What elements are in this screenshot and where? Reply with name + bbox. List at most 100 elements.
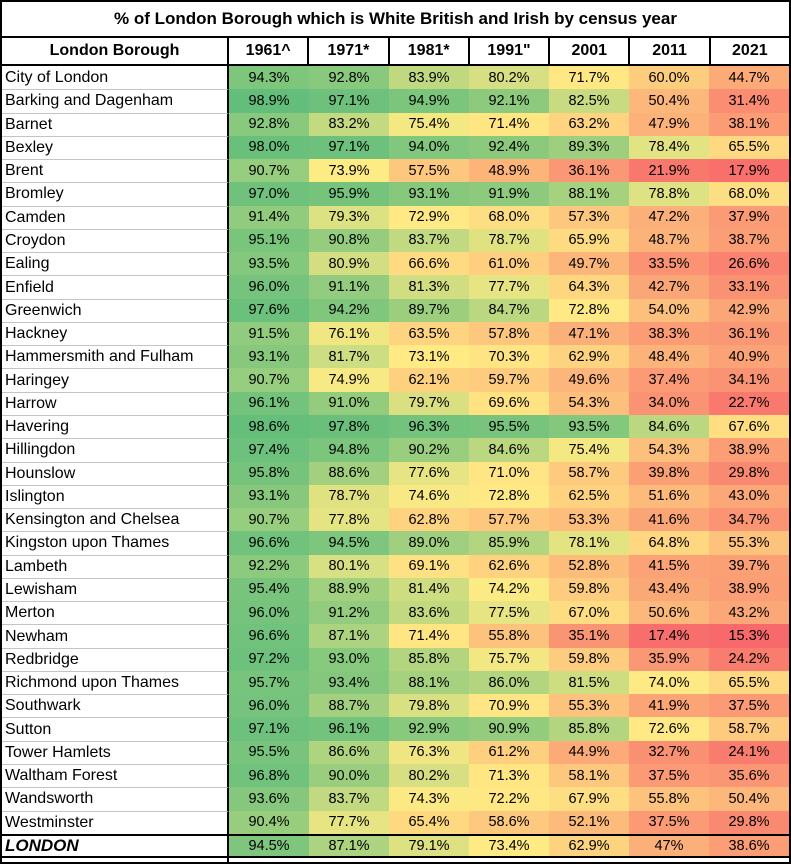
heatmap-cell: 69.6% bbox=[469, 391, 549, 415]
summary-name: LONDON bbox=[2, 836, 229, 856]
heatmap-cell: 44.9% bbox=[549, 740, 629, 764]
heatmap-cell: 63.5% bbox=[389, 321, 469, 346]
heatmap-cell: 78.7% bbox=[309, 484, 389, 509]
column-header-borough: London Borough bbox=[2, 38, 229, 64]
heatmap-cell: 87.1% bbox=[309, 836, 389, 856]
heatmap-cell: 94.5% bbox=[229, 836, 309, 856]
borough-name: Hackney bbox=[2, 321, 229, 346]
table-title: % of London Borough which is White Briti… bbox=[2, 2, 789, 38]
heatmap-cell: 98.0% bbox=[229, 135, 309, 160]
heatmap-cell: 89.3% bbox=[549, 135, 629, 160]
heatmap-cell: 93.5% bbox=[229, 252, 309, 276]
heatmap-cell: 91.5% bbox=[229, 321, 309, 346]
column-header-1971: 1971* bbox=[307, 38, 387, 64]
borough-name: Merton bbox=[2, 601, 229, 625]
heatmap-cell: 44.7% bbox=[709, 66, 789, 90]
heatmap-cell: 53.3% bbox=[549, 508, 629, 532]
heatmap-cell: 67.9% bbox=[549, 787, 629, 811]
summary-row-content: LONDON 94.5% 87.1% 79.1% 73.4% 62.9% 47% 38.6% bbox=[2, 836, 789, 856]
table-row: Haringey 90.7% 74.9% 62.1% 59.7% 49.6% 37.4% 34… bbox=[2, 368, 789, 392]
heatmap-cell: 58.1% bbox=[549, 763, 629, 788]
heatmap-cell: 75.7% bbox=[469, 647, 549, 671]
heatmap-cell: 84.6% bbox=[469, 438, 549, 462]
heatmap-cell: 62.9% bbox=[549, 836, 629, 856]
heatmap-cell: 52.1% bbox=[549, 810, 629, 834]
heatmap-cell: 66.6% bbox=[389, 252, 469, 276]
heatmap-cell: 95.4% bbox=[229, 577, 309, 602]
table-row: Redbridge 97.2% 93.0% 85.8% 75.7% 59.8% 35.9% 2… bbox=[2, 647, 789, 671]
heatmap-cell: 81.7% bbox=[309, 345, 389, 369]
heatmap-cell: 96.6% bbox=[229, 531, 309, 555]
heatmap-cell: 43.2% bbox=[709, 601, 789, 625]
heatmap-cell: 55.8% bbox=[629, 787, 709, 811]
heatmap-cell: 64.3% bbox=[549, 275, 629, 299]
heatmap-cell: 88.6% bbox=[309, 461, 389, 485]
heatmap-cell: 50.4% bbox=[629, 89, 709, 113]
heatmap-cell: 29.8% bbox=[709, 461, 789, 485]
heatmap-cell: 90.8% bbox=[309, 228, 389, 253]
heatmap-cell: 59.8% bbox=[549, 577, 629, 602]
heatmap-cell: 62.9% bbox=[549, 345, 629, 369]
heatmap-cell: 90.0% bbox=[309, 763, 389, 788]
heatmap-cell: 96.3% bbox=[389, 414, 469, 439]
heatmap-cell: 57.5% bbox=[389, 159, 469, 183]
heatmap-cell: 73.4% bbox=[469, 836, 549, 856]
heatmap-cell: 71.7% bbox=[549, 66, 629, 90]
heatmap-cell: 97.1% bbox=[309, 89, 389, 113]
table-row: Kensington and Chelsea 90.7% 77.8% 62.8% 57.… bbox=[2, 508, 789, 532]
heatmap-cell: 69.1% bbox=[389, 554, 469, 578]
heatmap-cell: 92.4% bbox=[469, 135, 549, 160]
heatmap-cell: 71.0% bbox=[469, 461, 549, 485]
heatmap-cell: 98.6% bbox=[229, 414, 309, 439]
table-row: Bromley 97.0% 95.9% 93.1% 91.9% 88.1% 78.8% 68.… bbox=[2, 182, 789, 206]
heatmap-cell: 96.0% bbox=[229, 275, 309, 299]
heatmap-cell: 74.2% bbox=[469, 577, 549, 602]
heatmap-cell: 29.8% bbox=[709, 810, 789, 834]
heatmap-cell: 84.7% bbox=[469, 298, 549, 322]
heatmap-cell: 96.8% bbox=[229, 763, 309, 788]
borough-name: Wandsworth bbox=[2, 787, 229, 811]
heatmap-cell: 37.9% bbox=[709, 205, 789, 229]
table-row: Barnet 92.8% 83.2% 75.4% 71.4% 63.2% 47.9% 38.1… bbox=[2, 112, 789, 136]
heatmap-cell: 24.1% bbox=[709, 740, 789, 764]
heatmap-cell: 97.1% bbox=[229, 717, 309, 741]
heatmap-cell: 54.3% bbox=[549, 391, 629, 415]
heatmap-cell: 95.7% bbox=[229, 670, 309, 695]
heatmap-cell: 94.2% bbox=[309, 298, 389, 322]
heatmap-cell: 96.6% bbox=[229, 624, 309, 648]
heatmap-cell: 83.9% bbox=[389, 66, 469, 90]
summary-row: LONDON 94.5% 87.1% 79.1% 73.4% 62.9% 47% 38.6% bbox=[2, 834, 789, 858]
heatmap-cell: 75.4% bbox=[549, 438, 629, 462]
table-row: Southwark 96.0% 88.7% 79.8% 70.9% 55.3% 41.9% 3… bbox=[2, 694, 789, 718]
heatmap-cell: 67.6% bbox=[709, 414, 789, 439]
borough-name: Brent bbox=[2, 159, 229, 183]
borough-name: Kingston upon Thames bbox=[2, 531, 229, 555]
heatmap-cell: 81.3% bbox=[389, 275, 469, 299]
heatmap-cell: 57.3% bbox=[549, 205, 629, 229]
heatmap-cell: 39.8% bbox=[629, 461, 709, 485]
heatmap-cell: 76.3% bbox=[389, 740, 469, 764]
heatmap-cell: 96.0% bbox=[229, 601, 309, 625]
table-row: Islington 93.1% 78.7% 74.6% 72.8% 62.5% 51.6% 4… bbox=[2, 484, 789, 509]
heatmap-cell: 60.0% bbox=[629, 66, 709, 90]
heatmap-cell: 81.4% bbox=[389, 577, 469, 602]
heatmap-cell: 34.7% bbox=[709, 508, 789, 532]
heatmap-cell: 81.5% bbox=[549, 670, 629, 695]
column-header-1991: 1991" bbox=[467, 38, 548, 64]
table-row: Sutton 97.1% 96.1% 92.9% 90.9% 85.8% 72.6% 58.7… bbox=[2, 717, 789, 741]
heatmap-cell: 91.4% bbox=[229, 205, 309, 229]
heatmap-cell: 71.3% bbox=[469, 763, 549, 788]
borough-name: Bexley bbox=[2, 135, 229, 160]
heatmap-cell: 78.8% bbox=[629, 182, 709, 206]
heatmap-cell: 96.1% bbox=[229, 391, 309, 415]
heatmap-cell: 26.6% bbox=[709, 252, 789, 276]
borough-name: Harrow bbox=[2, 391, 229, 415]
heatmap-cell: 51.6% bbox=[629, 484, 709, 509]
heatmap-cell: 88.7% bbox=[309, 694, 389, 718]
table-body: City of London 94.3% 92.8% 83.9% 80.2% 71.7% 6… bbox=[2, 66, 789, 834]
heatmap-cell: 79.7% bbox=[389, 391, 469, 415]
heatmap-cell: 42.9% bbox=[709, 298, 789, 322]
heatmap-cell: 34.0% bbox=[629, 391, 709, 415]
heatmap-cell: 93.6% bbox=[229, 787, 309, 811]
